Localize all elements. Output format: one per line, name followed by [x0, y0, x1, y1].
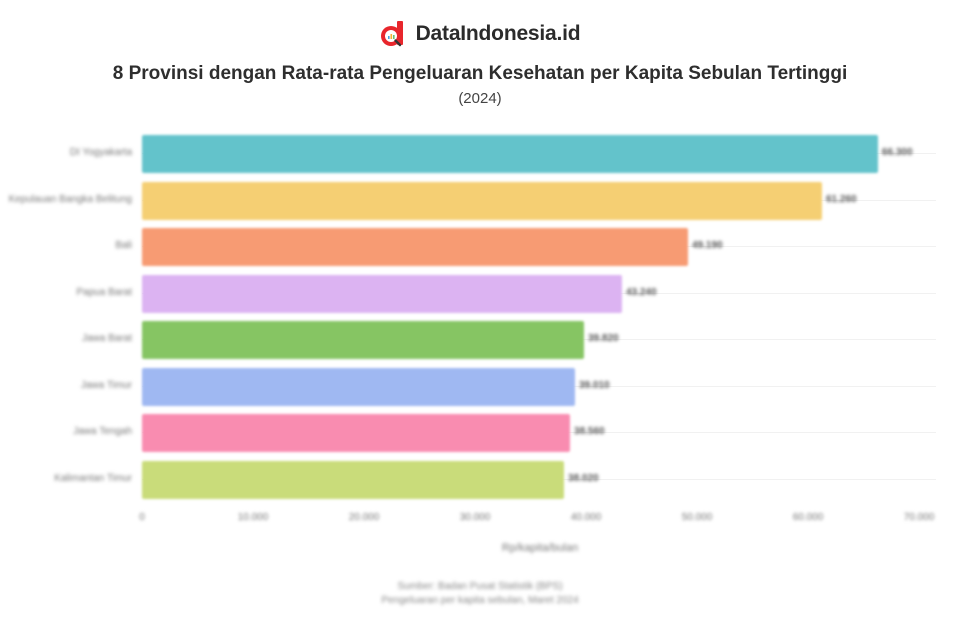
category-label: Kalimantan Timur — [54, 472, 132, 484]
x-tick-label: 0 — [139, 512, 145, 523]
bar[interactable] — [142, 228, 688, 266]
chart-subtitle: (2024) — [458, 90, 502, 107]
brand-header: DataIndonesia.id — [0, 20, 960, 48]
value-label: 39.010 — [579, 379, 610, 391]
plot-area: DI Yogyakarta 66.300 Kepulauan Bangka Beli… — [9, 130, 936, 502]
category-label: Kepulauan Bangka Belitung — [8, 193, 132, 205]
value-label: 38.560 — [574, 426, 605, 437]
bar[interactable] — [142, 135, 878, 173]
brand-name: DataIndonesia.id — [415, 22, 581, 45]
bar-row: Bali 49.190 — [115, 223, 936, 269]
x-tick-label: 40.000 — [570, 512, 602, 523]
category-label: Papua Barat — [76, 286, 132, 298]
x-axis-label: Rp/kapita/bulan — [501, 542, 579, 554]
bar[interactable] — [142, 460, 565, 499]
value-label: 61.260 — [825, 193, 857, 205]
value-label: 66.300 — [881, 147, 913, 158]
x-tick-label: 60.000 — [792, 512, 824, 523]
chart-title: 8 Provinsi dengan Rata-rata Pengeluaran … — [112, 63, 848, 84]
bar-row: Jawa Barat 39.820 — [82, 316, 936, 362]
category-label: Jawa Timur — [80, 379, 132, 391]
bar[interactable] — [142, 321, 584, 359]
value-label: 49.190 — [692, 240, 723, 251]
bar-row: Jawa Tengah 38.560 — [73, 409, 936, 455]
x-tick-label: 20.000 — [348, 512, 380, 523]
value-label: 38.020 — [568, 472, 599, 484]
x-tick-label: 70.000 — [903, 512, 935, 523]
bar[interactable] — [142, 367, 575, 406]
bar-row: Kepulauan Bangka Belitung 61.260 — [9, 177, 936, 223]
bar-row: Papua Barat 43.240 — [76, 270, 936, 316]
source-line-1: Sumber: Badan Pusat Statistik (BPS) — [397, 581, 563, 592]
bar-row: Jawa Timur 39.010 — [81, 363, 936, 409]
category-label: DI Yogyakarta — [69, 147, 132, 158]
x-tick-label: 10.000 — [237, 512, 269, 523]
source-line-2: Pengeluaran per kapita sebulan, Maret 20… — [381, 595, 579, 606]
x-tick-label: 50.000 — [681, 512, 713, 523]
category-label: Bali — [115, 240, 132, 251]
bar[interactable] — [142, 274, 622, 313]
bar[interactable] — [142, 414, 571, 452]
value-label: 43.240 — [625, 286, 657, 298]
x-tick-label: 30.000 — [459, 512, 491, 523]
value-label: 39.820 — [588, 333, 619, 344]
magnifier-chart-icon — [380, 20, 406, 48]
category-label: Jawa Barat — [81, 333, 132, 344]
category-label: Jawa Tengah — [73, 426, 132, 437]
source-footer: Sumber: Badan Pusat Statistik (BPS) Peng… — [0, 580, 960, 608]
bar-row: Kalimantan Timur 38.020 — [54, 456, 936, 502]
bar-row: DI Yogyakarta 66.300 — [70, 130, 936, 176]
bar[interactable] — [142, 181, 822, 220]
